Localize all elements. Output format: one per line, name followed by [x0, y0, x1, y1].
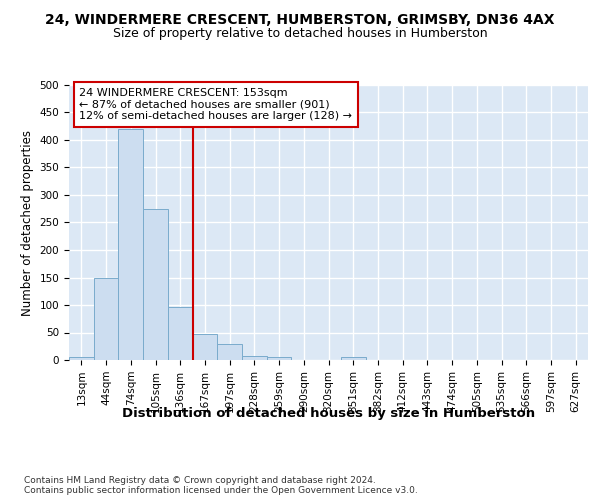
- Text: Distribution of detached houses by size in Humberston: Distribution of detached houses by size …: [122, 408, 535, 420]
- Bar: [69, 357, 94, 360]
- Bar: [143, 208, 168, 360]
- Bar: [118, 129, 143, 360]
- Text: Contains HM Land Registry data © Crown copyright and database right 2024.
Contai: Contains HM Land Registry data © Crown c…: [24, 476, 418, 495]
- Text: 24 WINDERMERE CRESCENT: 153sqm
← 87% of detached houses are smaller (901)
12% of: 24 WINDERMERE CRESCENT: 153sqm ← 87% of …: [79, 88, 352, 121]
- Text: Size of property relative to detached houses in Humberston: Size of property relative to detached ho…: [113, 28, 487, 40]
- Bar: [193, 334, 217, 360]
- Bar: [267, 357, 292, 360]
- Bar: [242, 356, 267, 360]
- Y-axis label: Number of detached properties: Number of detached properties: [21, 130, 34, 316]
- Bar: [341, 357, 365, 360]
- Bar: [168, 306, 193, 360]
- Bar: [94, 278, 118, 360]
- Bar: [217, 344, 242, 360]
- Text: 24, WINDERMERE CRESCENT, HUMBERSTON, GRIMSBY, DN36 4AX: 24, WINDERMERE CRESCENT, HUMBERSTON, GRI…: [45, 12, 555, 26]
